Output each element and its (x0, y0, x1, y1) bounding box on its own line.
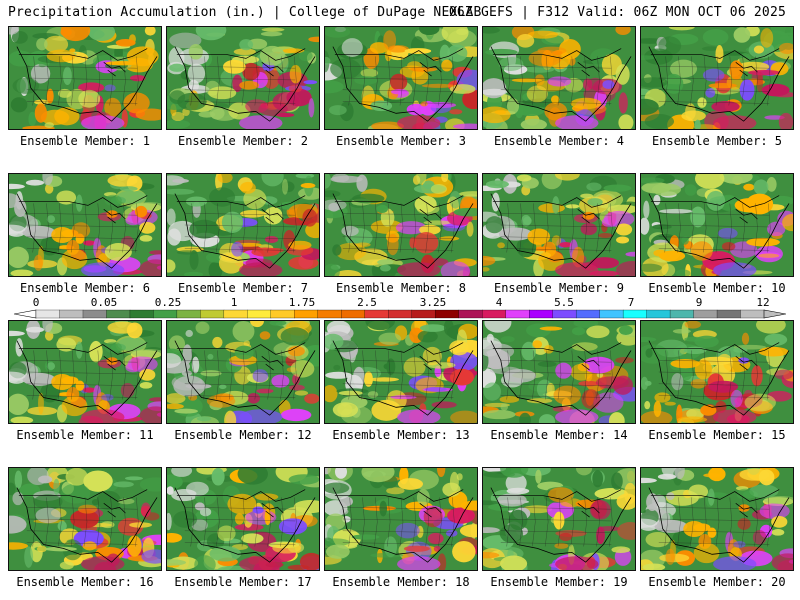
member-caption-10: Ensemble Member: 10 (648, 281, 786, 295)
member-caption-15: Ensemble Member: 15 (648, 428, 786, 442)
colorbar-segment (270, 309, 295, 319)
member-caption-1: Ensemble Member: 1 (19, 134, 151, 148)
colorbar-segment (388, 309, 413, 319)
colorbar-segment (223, 309, 248, 319)
member-caption-18: Ensemble Member: 18 (332, 575, 470, 589)
member-map-10 (640, 173, 794, 277)
colorbar-segment (575, 309, 601, 319)
colorbar-segment (435, 309, 460, 319)
member-caption-11: Ensemble Member: 11 (16, 428, 154, 442)
colorbar-segment (176, 309, 201, 319)
product-title: Precipitation Accumulation (in.) | Colle… (8, 5, 482, 20)
member-map-8 (324, 173, 478, 277)
colorbar-segment (669, 309, 694, 319)
member-map-4 (482, 26, 636, 130)
member-caption-20: Ensemble Member: 20 (648, 575, 786, 589)
member-map-18 (324, 467, 478, 571)
colorbar-tick-label: 0.25 (154, 296, 182, 309)
member-map-12 (166, 320, 320, 424)
member-caption-3: Ensemble Member: 3 (335, 134, 467, 148)
member-map-20 (640, 467, 794, 571)
member-map-17 (166, 467, 320, 571)
colorbar-segment (529, 309, 554, 319)
colorbar-tick-label: 9 (695, 296, 703, 309)
member-map-14 (482, 320, 636, 424)
member-map-1 (8, 26, 162, 130)
colorbar-segment (646, 309, 671, 319)
colorbar-tick-label: 4 (495, 296, 503, 309)
colorbar-segment (740, 309, 765, 319)
colorbar-segment (364, 309, 389, 319)
member-map-11 (8, 320, 162, 424)
member-caption-4: Ensemble Member: 4 (493, 134, 625, 148)
colorbar-segment (294, 309, 319, 319)
member-caption-19: Ensemble Member: 19 (490, 575, 628, 589)
member-caption-6: Ensemble Member: 6 (19, 281, 151, 295)
colorbar-segment (35, 309, 60, 319)
colorbar-tick-label: 7 (627, 296, 635, 309)
member-caption-5: Ensemble Member: 5 (651, 134, 783, 148)
colorbar-tick-label: 1.75 (288, 296, 316, 309)
colorbar-segment (106, 309, 131, 319)
colorbar-segment (505, 309, 530, 319)
member-map-16 (8, 467, 162, 571)
colorbar-tick-label: 5.5 (554, 296, 574, 309)
member-caption-2: Ensemble Member: 2 (177, 134, 309, 148)
colorbar-segment (82, 309, 107, 319)
colorbar-segment (129, 309, 154, 319)
colorbar-segment (411, 309, 436, 319)
valid-time-label: 06Z GEFS | F312 Valid: 06Z MON OCT 06 20… (448, 5, 786, 20)
member-caption-8: Ensemble Member: 8 (335, 281, 467, 295)
colorbar-segment (622, 309, 648, 319)
member-caption-14: Ensemble Member: 14 (490, 428, 628, 442)
colorbar-segment (341, 309, 366, 319)
member-map-15 (640, 320, 794, 424)
member-map-6 (8, 173, 162, 277)
member-caption-13: Ensemble Member: 13 (332, 428, 470, 442)
colorbar-segment (716, 309, 741, 319)
colorbar-segment (59, 309, 84, 319)
colorbar-segment (247, 309, 272, 319)
member-map-9 (482, 173, 636, 277)
precip-colorbar (14, 309, 786, 319)
colorbar-min-arrow (14, 309, 37, 319)
colorbar-tick-label: 0.05 (90, 296, 118, 309)
member-caption-16: Ensemble Member: 16 (16, 575, 154, 589)
colorbar-segment (599, 309, 624, 319)
member-caption-12: Ensemble Member: 12 (174, 428, 312, 442)
colorbar-segment (693, 309, 718, 319)
member-map-7 (166, 173, 320, 277)
colorbar-tick-label: 1 (230, 296, 238, 309)
member-map-13 (324, 320, 478, 424)
colorbar-segment (153, 309, 178, 319)
colorbar-tick-label: 3.25 (419, 296, 447, 309)
colorbar-tick-label: 2.5 (357, 296, 377, 309)
member-map-19 (482, 467, 636, 571)
colorbar-segment (552, 309, 577, 319)
member-map-3 (324, 26, 478, 130)
member-caption-17: Ensemble Member: 17 (174, 575, 312, 589)
colorbar-tick-label: 12 (756, 296, 770, 309)
member-map-2 (166, 26, 320, 130)
member-map-5 (640, 26, 794, 130)
member-caption-7: Ensemble Member: 7 (177, 281, 309, 295)
colorbar-segment (482, 309, 507, 319)
colorbar-tick-label: 0 (32, 296, 40, 309)
colorbar-segment (317, 309, 342, 319)
colorbar-max-arrow (763, 309, 786, 319)
colorbar-segment (200, 309, 225, 319)
member-caption-9: Ensemble Member: 9 (493, 281, 625, 295)
colorbar-segment (458, 309, 483, 319)
